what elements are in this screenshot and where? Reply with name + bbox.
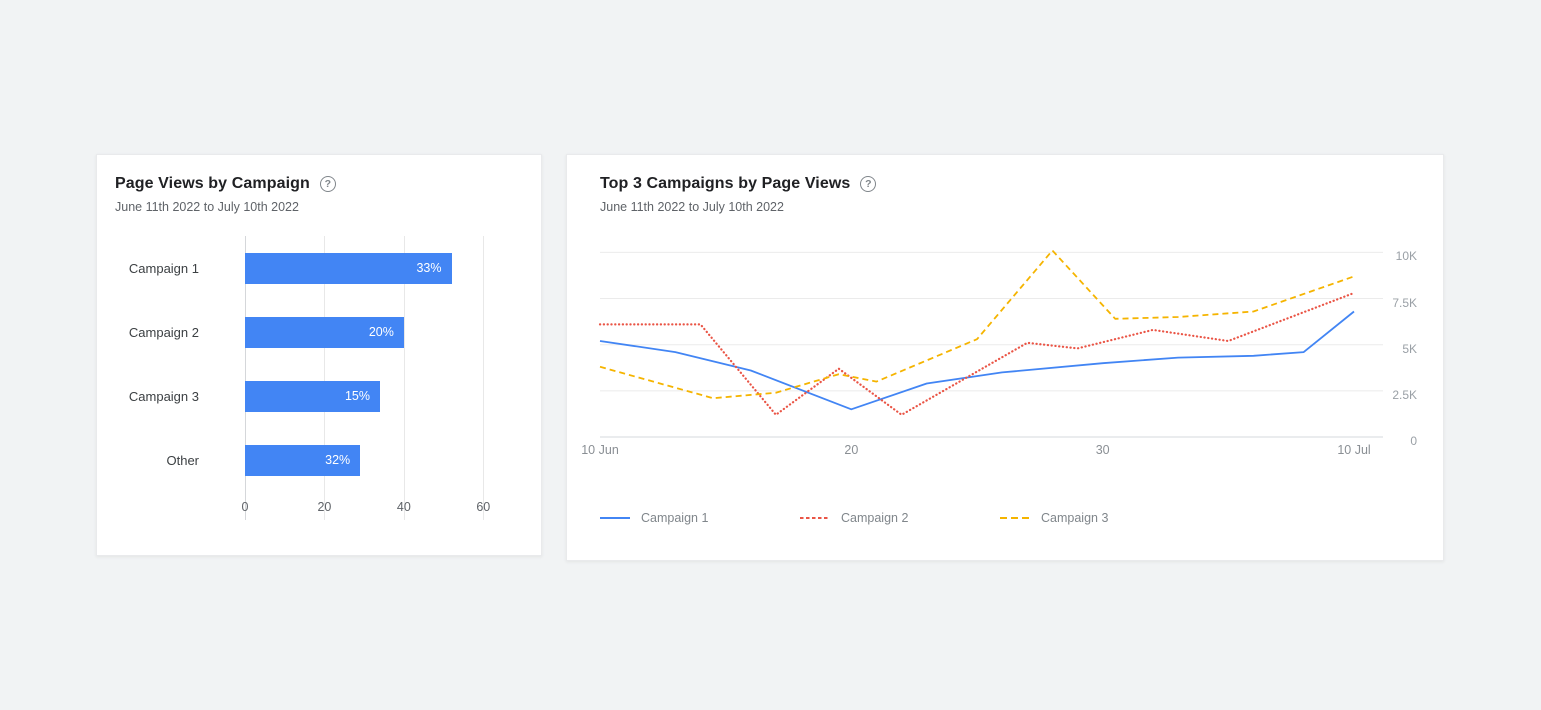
bar-track: 33% xyxy=(245,252,523,284)
y-axis-tick-label: 2.5K xyxy=(1392,387,1417,402)
bar-track: 20% xyxy=(245,316,523,348)
line-chart-date-range: June 11th 2022 to July 10th 2022 xyxy=(600,200,784,214)
bar-category-label: Campaign 1 xyxy=(128,260,199,276)
legend-item-campaign-2[interactable]: Campaign 2 xyxy=(800,511,1000,525)
bar-percentage-label: 20% xyxy=(368,325,394,339)
line-chart: 0 2.5K 5K 7.5K 10K xyxy=(598,245,1417,448)
bar-x-tick-label: 0 xyxy=(241,500,249,514)
series-line-campaign-3[interactable] xyxy=(599,249,1355,400)
bar-chart-x-axis: 0 20 40 60 xyxy=(241,500,523,520)
bar-chart-rows: Campaign 1 33% Campaign 2 20% Campaign 3 15% O… xyxy=(115,236,523,492)
bar-track: 32% xyxy=(245,444,523,476)
bar-category-label: Campaign 2 xyxy=(128,324,199,340)
bar-chart: Campaign 1 33% Campaign 2 20% Campaign 3 15% O… xyxy=(115,236,523,520)
legend-item-campaign-1[interactable]: Campaign 1 xyxy=(600,511,800,525)
series-line-campaign-2[interactable] xyxy=(598,291,1356,416)
legend-item-campaign-3[interactable]: Campaign 3 xyxy=(1000,511,1200,525)
bar-x-tick-label: 20 xyxy=(317,500,332,514)
x-axis-tick-label: 20 xyxy=(844,443,859,457)
bar-row-other: Other 32% xyxy=(115,428,523,492)
bar-row-campaign-3: Campaign 3 15% xyxy=(115,364,523,428)
y-axis-tick-label: 7.5K xyxy=(1392,295,1417,310)
bar-zero-axis-line xyxy=(245,236,246,520)
legend-line-sample-campaign-3 xyxy=(1000,517,1030,519)
y-axis-tick-label: 0 xyxy=(1410,434,1417,448)
bar-gridline xyxy=(483,236,485,520)
bar-row-campaign-1: Campaign 1 33% xyxy=(115,236,523,300)
x-axis-tick-label: 10 Jun xyxy=(581,443,619,457)
bar-campaign-1[interactable]: 33% xyxy=(245,252,452,284)
x-axis-tick-label: 30 xyxy=(1095,443,1110,457)
bar-row-campaign-2: Campaign 2 20% xyxy=(115,300,523,364)
bar-percentage-label: 32% xyxy=(325,453,351,467)
bar-percentage-label: 33% xyxy=(416,261,442,275)
y-axis-tick-label: 10K xyxy=(1395,249,1417,264)
x-axis-tick-label: 10 Jul xyxy=(1337,443,1371,457)
line-chart-y-axis: 0 2.5K 5K 7.5K 10K xyxy=(1383,245,1417,448)
bar-other[interactable]: 32% xyxy=(245,444,361,476)
legend-line-sample-campaign-2 xyxy=(800,517,830,519)
line-chart-card: Top 3 Campaigns by Page Views ? June 11t… xyxy=(566,154,1444,561)
bar-campaign-2[interactable]: 20% xyxy=(245,316,404,348)
help-icon[interactable]: ? xyxy=(319,176,336,192)
bar-chart-card: Page Views by Campaign ? June 11th 2022 … xyxy=(96,154,542,556)
bar-x-tick-label: 40 xyxy=(396,500,411,514)
bar-gridline xyxy=(324,236,326,520)
line-chart-x-axis: 10 Jun 20 30 10 Jul xyxy=(581,443,1383,461)
bar-category-label: Other xyxy=(166,452,199,468)
legend-line-sample-campaign-1 xyxy=(600,517,630,519)
bar-category-label: Campaign 3 xyxy=(128,388,199,404)
bar-x-tick-label: 60 xyxy=(476,500,491,514)
bar-track: 15% xyxy=(245,380,523,412)
bar-campaign-3[interactable]: 15% xyxy=(245,380,381,412)
bar-chart-header: Page Views by Campaign ? June 11th 2022 … xyxy=(115,175,523,214)
line-chart-header: Top 3 Campaigns by Page Views ? June 11t… xyxy=(600,175,1410,214)
bar-chart-date-range: June 11th 2022 to July 10th 2022 xyxy=(115,200,299,214)
series-line-campaign-1[interactable] xyxy=(599,310,1355,411)
legend-label: Campaign 1 xyxy=(641,511,709,525)
legend-label: Campaign 2 xyxy=(841,511,909,525)
y-axis-tick-label: 5K xyxy=(1402,341,1417,356)
bar-percentage-label: 15% xyxy=(344,389,371,403)
bar-gridline xyxy=(403,236,405,520)
legend-label: Campaign 3 xyxy=(1041,511,1109,525)
bar-chart-title: Page Views by Campaign xyxy=(115,175,310,192)
line-chart-title: Top 3 Campaigns by Page Views xyxy=(600,175,851,192)
line-chart-plot xyxy=(598,249,1383,438)
help-icon[interactable]: ? xyxy=(860,176,877,192)
line-chart-legend: Campaign 1 Campaign 2 Campaign 3 xyxy=(600,511,1410,525)
bar-chart-gridlines xyxy=(245,236,523,520)
